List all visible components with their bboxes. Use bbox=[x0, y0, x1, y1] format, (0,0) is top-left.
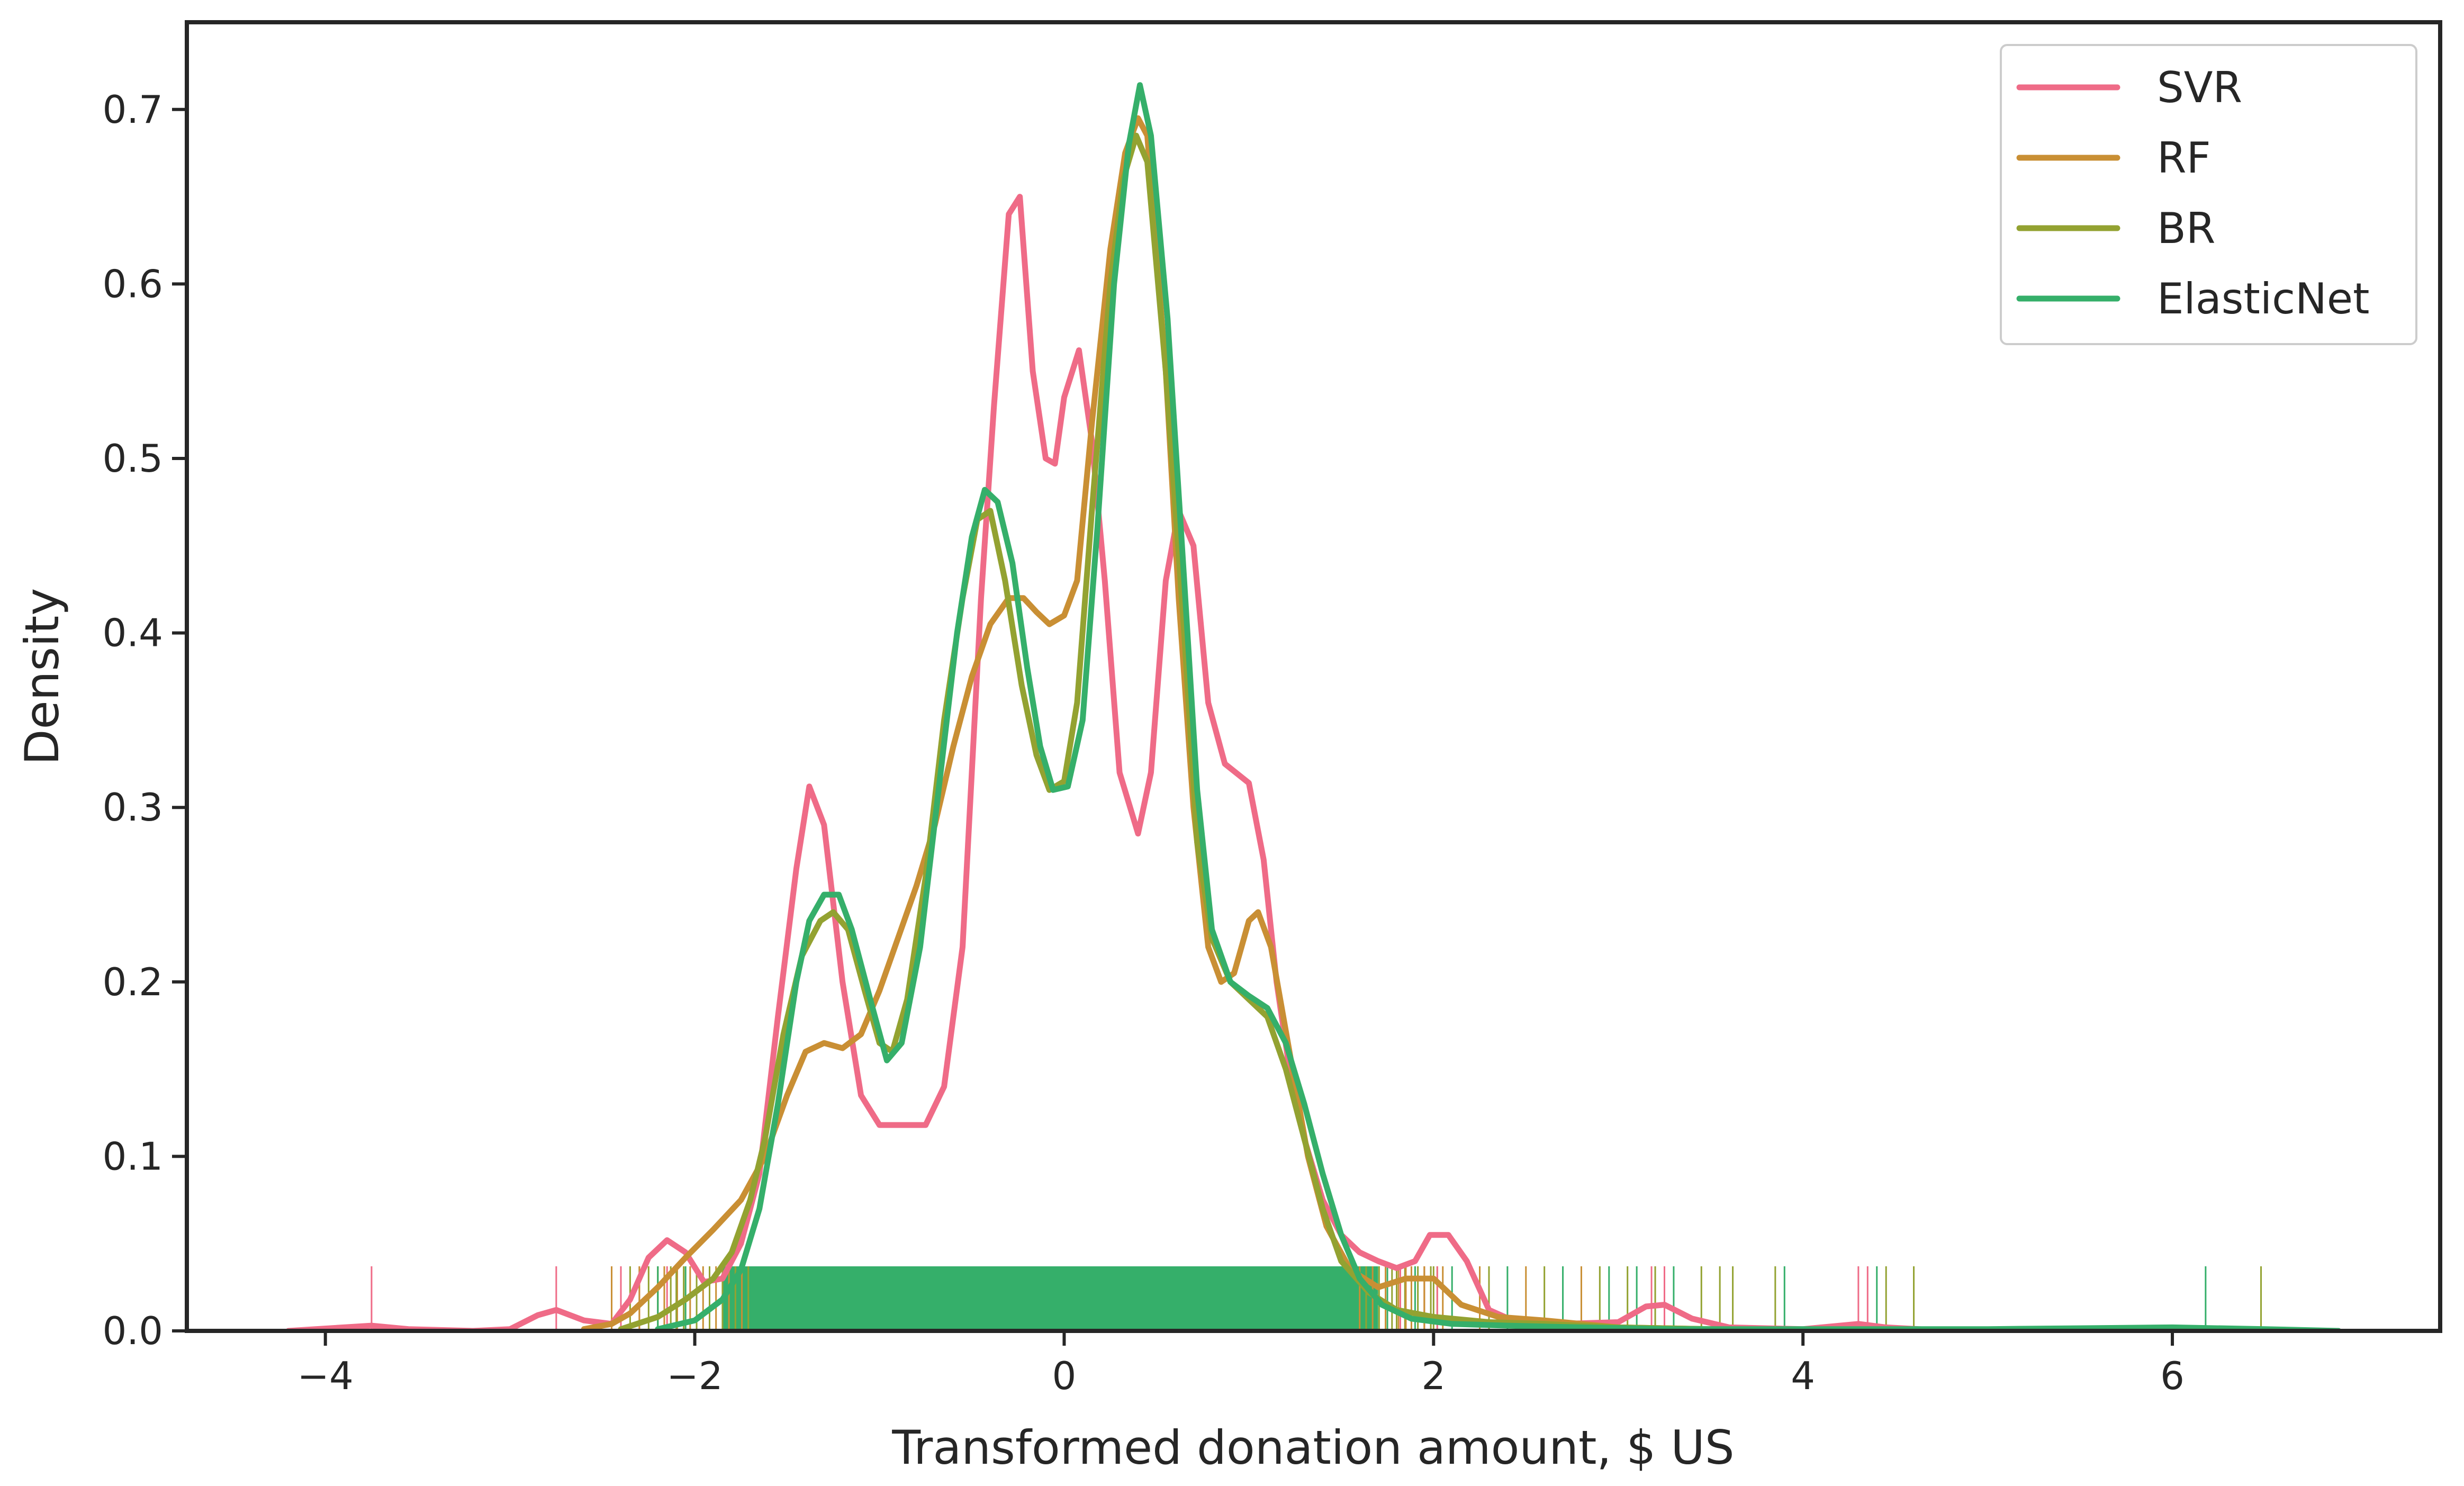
plot-frame bbox=[185, 20, 2442, 1333]
x-axis-ticks: −4 −2 0 2 4 6 bbox=[297, 1331, 2185, 1398]
x-tick-label: 0 bbox=[1052, 1354, 1077, 1398]
y-tick-label: 0.1 bbox=[102, 1134, 163, 1178]
density-line-br bbox=[618, 132, 1843, 1331]
rug-layer bbox=[371, 1266, 2262, 1331]
y-tick-label: 0.3 bbox=[102, 785, 163, 830]
density-line-elasticnet bbox=[655, 82, 2342, 1331]
rug-dense-band bbox=[722, 1266, 1378, 1331]
y-axis-label: Density bbox=[15, 588, 69, 765]
density-line-svr bbox=[285, 194, 1954, 1331]
legend: SVR RF BR ElasticNet bbox=[2000, 44, 2417, 345]
legend-label-rf: RF bbox=[2157, 133, 2211, 183]
x-axis-label: Transformed donation amount, $ US bbox=[891, 1420, 1734, 1475]
legend-box bbox=[2000, 44, 2417, 345]
y-tick-label: 0.0 bbox=[102, 1309, 163, 1353]
density-lines bbox=[285, 82, 2342, 1331]
x-tick-label: 2 bbox=[1421, 1354, 1446, 1398]
y-tick-label: 0.4 bbox=[102, 611, 163, 655]
x-tick-label: −4 bbox=[297, 1354, 354, 1398]
y-axis-ticks: 0.0 0.1 0.2 0.3 0.4 0.5 0.6 0.7 bbox=[102, 87, 187, 1353]
x-tick-label: 4 bbox=[1791, 1354, 1815, 1398]
legend-label-br: BR bbox=[2157, 204, 2215, 253]
x-tick-label: 6 bbox=[2160, 1354, 2185, 1398]
y-tick-label: 0.7 bbox=[102, 87, 163, 132]
y-tick-label: 0.6 bbox=[102, 262, 163, 306]
x-tick-label: −2 bbox=[666, 1354, 723, 1398]
y-tick-label: 0.5 bbox=[102, 436, 163, 481]
legend-label-elasticnet: ElasticNet bbox=[2157, 274, 2369, 323]
legend-label-svr: SVR bbox=[2157, 63, 2242, 112]
y-tick-label: 0.2 bbox=[102, 960, 163, 1004]
